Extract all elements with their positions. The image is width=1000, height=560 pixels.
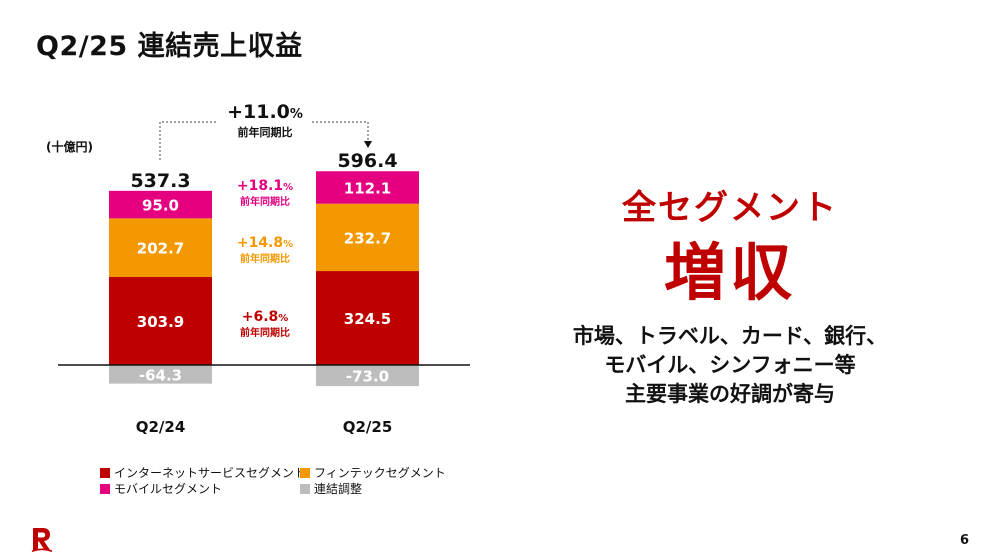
growth-caption-fintech: 前年同期比 — [240, 252, 290, 265]
data-label-internet: 324.5 — [344, 310, 391, 328]
legend-swatch-adjustment — [300, 483, 310, 494]
summary-line: モバイル、シンフォニー等 — [604, 353, 856, 377]
growth-caption-mobile: 前年同期比 — [240, 195, 290, 208]
growth-connector-right — [312, 121, 369, 143]
headline-all-segments: 全セグメント — [622, 188, 838, 228]
total-label: 596.4 — [337, 150, 397, 172]
category-label: Q2/25 — [343, 418, 393, 436]
bar-segment-fintech — [316, 203, 419, 272]
total-growth-label: +11.0% — [227, 101, 303, 123]
rakuten-logo-icon — [31, 528, 53, 552]
legend-swatch-internet — [100, 467, 110, 478]
headline-revenue-increase: 増収 — [663, 236, 796, 309]
bar-segment-adjustment — [316, 365, 419, 387]
legend-item-adjustment: 連結調整 — [300, 480, 362, 497]
bar-segment-mobile — [109, 190, 212, 219]
bar-segment-adjustment — [109, 365, 212, 384]
stacked-bar-chart: 303.9 202.7 95.0 -64.3 537.3 Q2/24 324.5 232.7 1… — [58, 101, 470, 436]
legend-label-mobile: モバイルセグメント — [114, 482, 223, 496]
legend-swatch-fintech — [300, 467, 310, 478]
unit-label: (十億円) — [46, 140, 93, 154]
growth-arrow-icon — [364, 141, 372, 148]
growth-label-fintech: +14.8% — [237, 235, 293, 251]
total-label: 537.3 — [130, 170, 190, 192]
growth-label-internet: +6.8% — [242, 309, 289, 325]
bar-segment-internet — [109, 277, 212, 365]
category-label: Q2/24 — [136, 418, 186, 436]
legend-item-mobile: モバイルセグメント — [100, 480, 222, 497]
data-label-mobile: 112.1 — [344, 179, 391, 197]
legend-label-internet: インターネットサービスセグメント — [114, 466, 307, 480]
summary-line: 主要事業の好調が寄与 — [625, 382, 835, 406]
growth-connector-left — [159, 121, 218, 160]
legend-item-fintech: フィンテックセグメント — [300, 464, 446, 481]
legend-label-fintech: フィンテックセグメント — [314, 466, 446, 480]
data-label-internet: 303.9 — [137, 313, 184, 331]
data-label-adjustment: -73.0 — [346, 368, 389, 386]
summary-line: 市場、トラベル、カード、銀行、 — [572, 324, 888, 348]
bar-segment-fintech — [109, 218, 212, 278]
data-label-adjustment: -64.3 — [139, 366, 182, 384]
data-label-fintech: 232.7 — [344, 229, 391, 247]
legend-label-adjustment: 連結調整 — [314, 482, 363, 496]
growth-caption-internet: 前年同期比 — [240, 326, 290, 339]
data-label-fintech: 202.7 — [137, 240, 184, 258]
page-number: 6 — [960, 533, 970, 548]
summary-text: 市場、トラベル、カード、銀行、 モバイル、シンフォニー等 主要事業の好調が寄与 — [540, 322, 920, 409]
bar-segment-mobile — [316, 171, 419, 204]
page-title: Q2/25 連結売上収益 — [36, 31, 303, 62]
bar-segment-internet — [316, 271, 419, 365]
legend-swatch-mobile — [100, 483, 110, 494]
total-growth-caption: 前年同期比 — [238, 125, 293, 139]
legend-item-internet: インターネットサービスセグメント — [100, 464, 306, 481]
growth-label-mobile: +18.1% — [237, 178, 293, 194]
data-label-mobile: 95.0 — [142, 197, 179, 215]
